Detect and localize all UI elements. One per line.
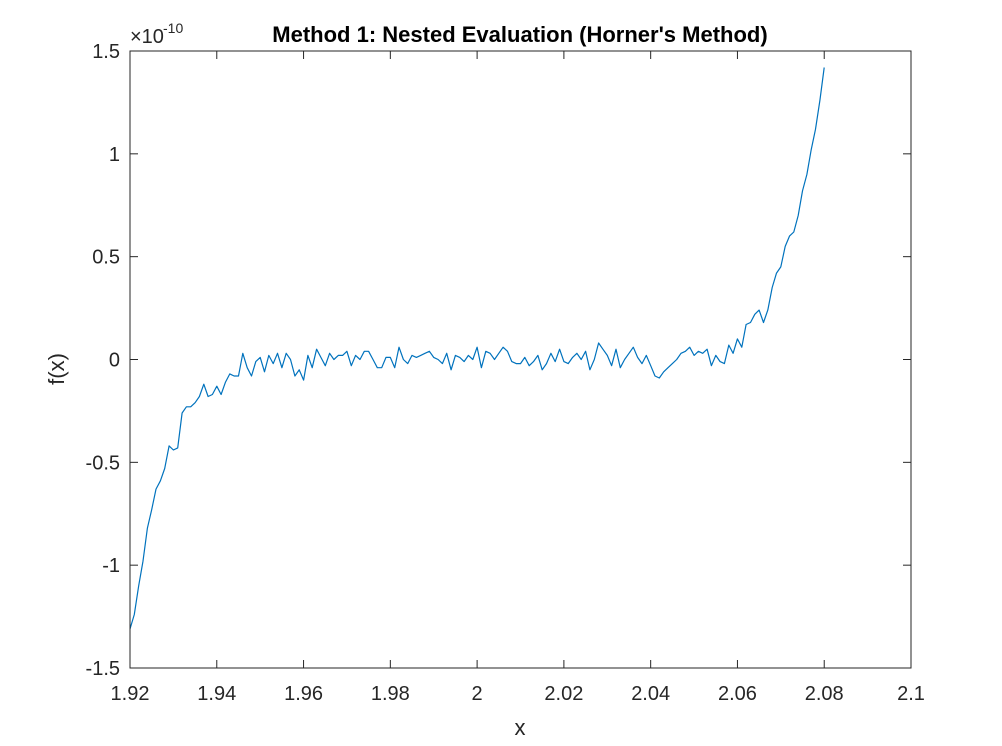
x-tick-label: 2.06 (718, 683, 757, 705)
plot-area-background (130, 51, 911, 668)
x-tick-label: 2.02 (544, 683, 583, 705)
x-tick-label: 2.1 (897, 683, 925, 705)
axes: 1.92 1.94 1.96 1.98 2 2.02 2.04 2.06 2.08 2.1 -1.… (86, 41, 925, 705)
y-tick-label: 0.5 (92, 247, 120, 269)
series-line (129, 67, 825, 630)
y-tick-label: -1.5 (86, 658, 120, 680)
x-tick-label: 1.96 (284, 683, 323, 705)
x-tick-label: 2.08 (805, 683, 844, 705)
x-tick-label: 1.98 (371, 683, 410, 705)
x-axis-label: x (515, 715, 526, 740)
y-tick-labels: -1.5 -1 -0.5 0 0.5 1 1.5 (86, 41, 120, 680)
y-tick-label: 0 (109, 350, 120, 372)
axes-box (129, 50, 912, 669)
y-tick-label: -1 (102, 555, 120, 577)
x-tick-label: 2 (472, 683, 483, 705)
y-exponent-power: -10 (163, 20, 183, 36)
y-tick-label: -0.5 (86, 452, 120, 474)
y-tick-label: 1.5 (92, 41, 120, 63)
chart-title: Method 1: Nested Evaluation (Horner's Me… (272, 22, 767, 47)
x-tick-label: 2.04 (631, 683, 670, 705)
y-axis-label: f(x) (44, 353, 69, 385)
x-tick-label: 1.94 (197, 683, 236, 705)
x-tick-label: 1.92 (111, 683, 150, 705)
y-tick-label: 1 (109, 144, 120, 166)
x-tick-labels: 1.92 1.94 1.96 1.98 2 2.02 2.04 2.06 2.08 2.1 (111, 683, 925, 705)
y-exponent-base: ×10 (130, 26, 164, 48)
